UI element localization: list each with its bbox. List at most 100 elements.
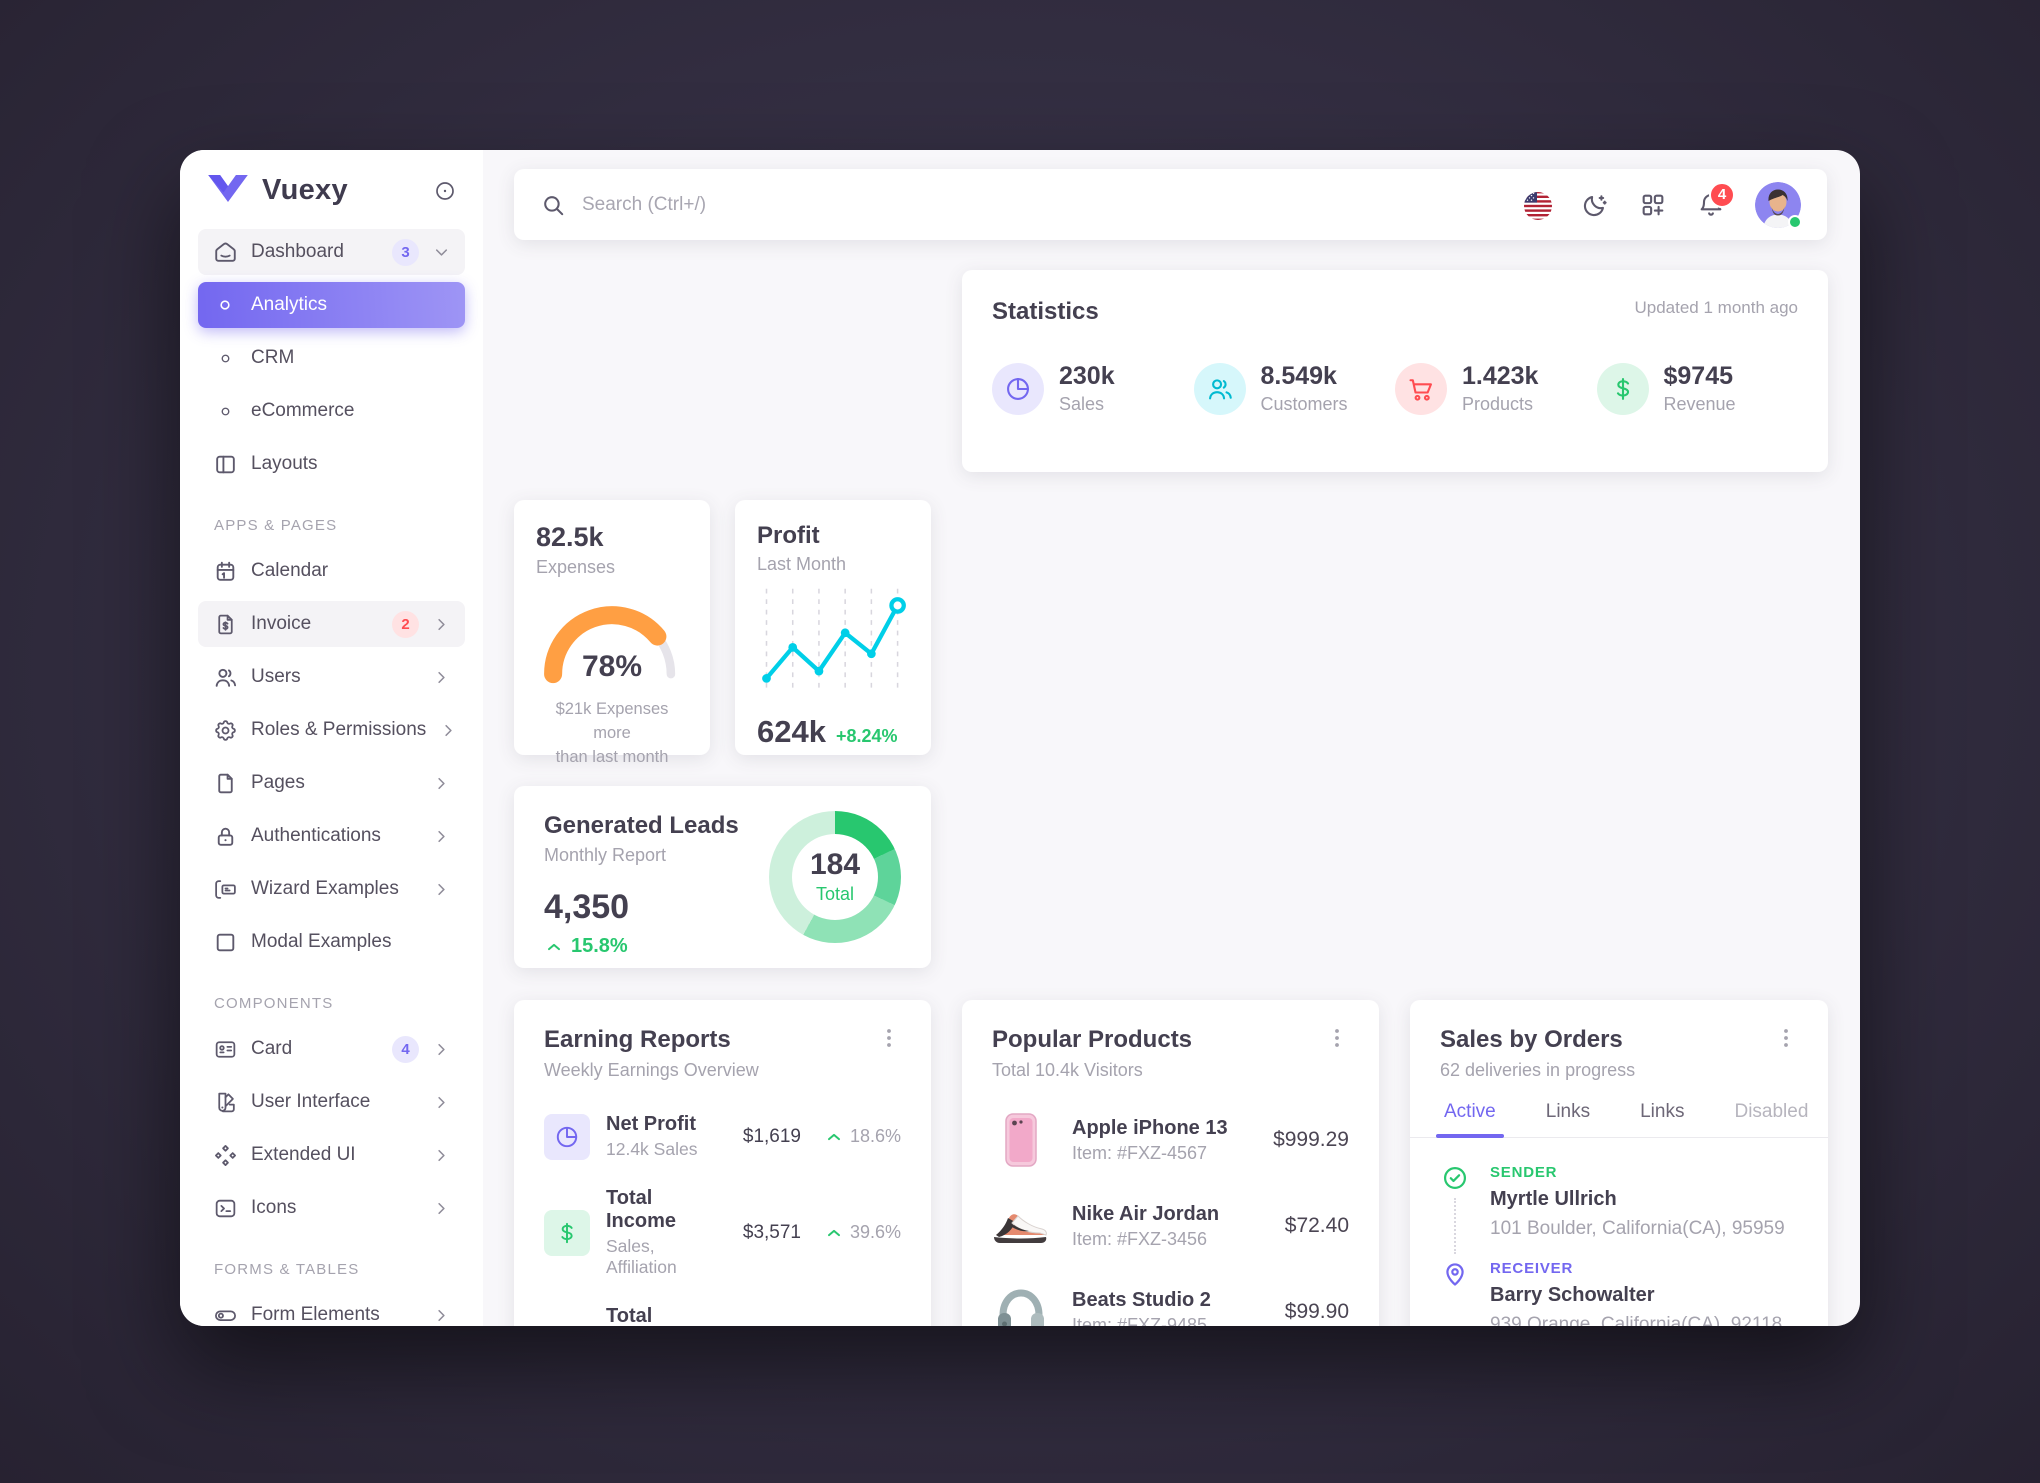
search-input[interactable] [582,193,1523,216]
tab-links-1[interactable]: Links [1545,1101,1591,1122]
tab-active[interactable]: Active [1436,1101,1504,1138]
sidebar-item-invoice[interactable]: Invoice 2 [198,601,465,647]
chevron-right-icon [432,827,451,846]
language-flag-icon[interactable] [1523,191,1552,220]
earning-row-total-expenses: Total Expenses ADVT, Marketing $430 52.8… [544,1305,901,1326]
notifications-bell-icon[interactable]: 4 [1697,181,1735,219]
profit-card: Profit Last Month 624k +8.24% [735,500,931,755]
chevron-right-icon [432,1040,451,1059]
sidebar-item-form-elements[interactable]: Form Elements [198,1292,465,1326]
app-window: Vuexy Dashboard 3 Analytics CRM eCommerc… [180,150,1860,1326]
dark-mode-moon-icon[interactable] [1581,191,1609,219]
chevron-right-icon [432,1199,451,1218]
popular-products-card: Popular Products Total 10.4k Visitors Ap… [962,1000,1379,1326]
shortcuts-grid-icon[interactable] [1639,191,1667,219]
gauge-percent-label: 78% [581,650,643,683]
sidebar-collapse-toggle-icon[interactable] [433,179,457,203]
leads-value: 4,350 [544,888,630,926]
expenses-note: $21k Expenses more than last month [555,700,669,766]
sidebar-item-extended-ui[interactable]: Extended UI [198,1132,465,1178]
chevron-down-icon [432,243,451,262]
caret-up-icon [544,937,564,957]
sidebar: Vuexy Dashboard 3 Analytics CRM eCommerc… [180,150,483,1326]
cart-icon [1395,362,1447,415]
chevron-right-icon [432,774,451,793]
profit-line-chart [762,588,906,694]
timeline-connector [1454,1198,1456,1254]
orders-title: Sales by Orders [1440,1026,1623,1053]
kebab-menu-icon[interactable] [877,1026,901,1050]
profit-delta: +8.24% [835,726,898,746]
timeline-receiver: RECEIVER Barry Schowalter 939 Orange, Ca… [1440,1260,1798,1326]
sidebar-item-ecommerce[interactable]: eCommerce [198,388,465,434]
sidebar-item-layouts[interactable]: Layouts [198,441,465,487]
statistics-title: Statistics [992,298,1099,325]
products-subtitle: Total 10.4k Visitors [992,1060,1143,1080]
statistics-card: Statistics Updated 1 month ago 230k Sales… [962,270,1828,472]
square-icon [212,929,238,955]
expenses-value: 82.5k [536,522,604,552]
topbar: 4 [514,169,1827,240]
chevron-right-icon [432,1306,451,1325]
chevron-right-icon [432,1093,451,1112]
terminal-icon [212,1195,238,1221]
tab-disabled[interactable]: Disabled [1734,1101,1809,1122]
circle-icon [212,398,238,424]
statistics-updated: Updated 1 month ago [1634,298,1798,317]
id-card-icon [212,1036,238,1062]
donut-total-label: Total [815,883,855,904]
stat-sales: 230k Sales [992,362,1194,415]
sidebar-item-modal-examples[interactable]: Modal Examples [198,919,465,965]
sidebar-item-calendar[interactable]: Calendar [198,548,465,594]
map-pin-icon [1441,1260,1469,1288]
timeline-sender: SENDER Myrtle Ullrich 101 Boulder, Calif… [1440,1164,1798,1260]
stat-revenue: $9745 Revenue [1596,362,1799,415]
sidebar-item-users[interactable]: Users [198,654,465,700]
leads-title: Generated Leads [544,812,739,839]
orders-tabs: Active Links Links Disabled [1410,1101,1828,1138]
invoice-badge: 2 [392,610,419,638]
sidebar-item-pages[interactable]: Pages [198,760,465,806]
sidebar-item-card[interactable]: Card 4 [198,1026,465,1072]
product-row-beats: Beats Studio 2 Item: #FXZ-9485 $99.90 [992,1283,1349,1326]
kebab-menu-icon[interactable] [1325,1026,1349,1050]
section-apps-pages: APPS & PAGES [214,517,338,534]
sidebar-item-user-interface[interactable]: User Interface [198,1079,465,1125]
sidebar-item-dashboard[interactable]: Dashboard 3 [198,229,465,275]
user-avatar[interactable] [1755,181,1802,229]
card-badge: 4 [392,1035,419,1063]
sidebar-item-analytics[interactable]: Analytics [198,282,465,328]
chevron-right-icon [432,880,451,899]
search-icon [540,192,566,218]
chevron-right-icon [432,615,451,634]
circle-icon [212,292,238,318]
dollar-icon [1596,362,1649,415]
search-bar[interactable] [540,192,1523,218]
main-content: 4 Statistics Updated 1 month [483,150,1860,1326]
leads-subtitle: Monthly Report [544,845,667,865]
sidebar-item-authentications[interactable]: Authentications [198,813,465,859]
file-dollar-icon [212,611,238,637]
section-components: COMPONENTS [214,995,334,1012]
circle-icon [212,345,238,371]
headphones-photo [992,1283,1050,1326]
diamonds-icon [212,1142,238,1168]
products-title: Popular Products [992,1026,1193,1053]
sidebar-item-icons[interactable]: Icons [198,1185,465,1231]
expenses-gauge-chart: 78% [536,592,688,684]
leads-delta: 15.8% [544,935,739,958]
brand[interactable]: Vuexy [198,166,465,215]
notification-count-badge: 4 [1709,181,1735,208]
kebab-menu-icon[interactable] [1774,1026,1798,1050]
toggle-icon [212,1302,238,1326]
earning-row-total-income: Total Income Sales, Affiliation $3,571 3… [544,1187,901,1278]
gear-icon [212,717,238,743]
brand-name: Vuexy [262,174,348,206]
sidebar-item-roles-permissions[interactable]: Roles & Permissions [198,707,465,753]
product-row-iphone: Apple iPhone 13 Item: #FXZ-4567 $999.29 [992,1111,1349,1169]
sidebar-item-crm[interactable]: CRM [198,335,465,381]
tab-links-2[interactable]: Links [1640,1101,1685,1122]
sidebar-item-wizard-examples[interactable]: Wizard Examples [198,866,465,912]
profit-subtitle: Last Month [757,554,847,574]
